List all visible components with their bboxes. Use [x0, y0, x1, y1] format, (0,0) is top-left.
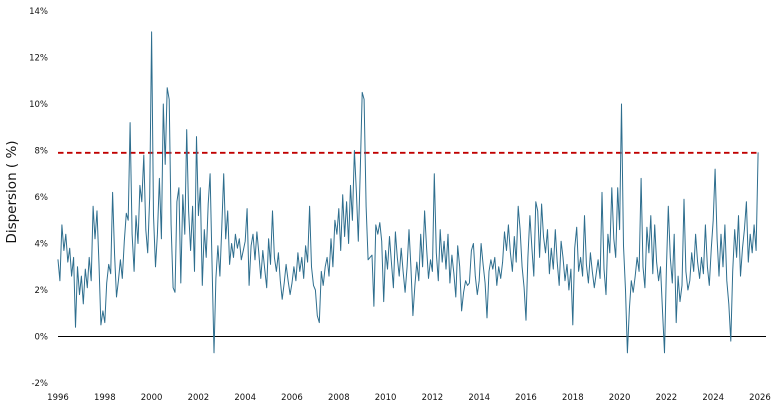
x-tick-label: 2014 — [468, 393, 490, 403]
x-tick-label: 2016 — [515, 393, 537, 403]
y-tick-label: 6% — [35, 193, 49, 203]
x-tick-label: 2020 — [609, 393, 631, 403]
x-axis-tick-labels: 1996 1998 2000 2002 2004 2006 2008 2010 2012 2014… — [47, 393, 771, 403]
x-tick-label: 1996 — [47, 393, 69, 403]
x-tick-label: 2000 — [141, 393, 163, 403]
x-tick-label: 2008 — [328, 393, 350, 403]
x-tick-label: 2012 — [422, 393, 444, 403]
x-tick-label: 2022 — [656, 393, 678, 403]
x-tick-label: 2018 — [562, 393, 584, 403]
x-tick-label: 2002 — [188, 393, 210, 403]
x-tick-label: 2026 — [749, 393, 771, 403]
x-tick-label: 2010 — [375, 393, 397, 403]
y-axis-title: Dispersion ( %) — [4, 140, 20, 243]
y-tick-label: 4% — [35, 240, 49, 250]
y-tick-label: 2% — [35, 286, 49, 296]
data-series — [57, 31, 759, 354]
reference-lines — [58, 151, 766, 337]
x-tick-label: 2006 — [281, 393, 303, 403]
y-tick-label: 10% — [29, 100, 48, 110]
y-tick-label: 12% — [29, 54, 48, 64]
y-tick-label: 0% — [35, 333, 49, 343]
x-tick-label: 1998 — [94, 393, 116, 403]
y-tick-label: -2% — [31, 379, 48, 389]
y-axis-tick-labels: -2% 0% 2% 4% 6% 8% 10% 12% 14% — [29, 7, 48, 389]
y-tick-label: 8% — [35, 147, 49, 157]
y-tick-label: 14% — [29, 7, 48, 17]
x-tick-label: 2004 — [234, 393, 256, 403]
x-tick-label: 2024 — [702, 393, 724, 403]
dispersion-line — [57, 31, 759, 354]
